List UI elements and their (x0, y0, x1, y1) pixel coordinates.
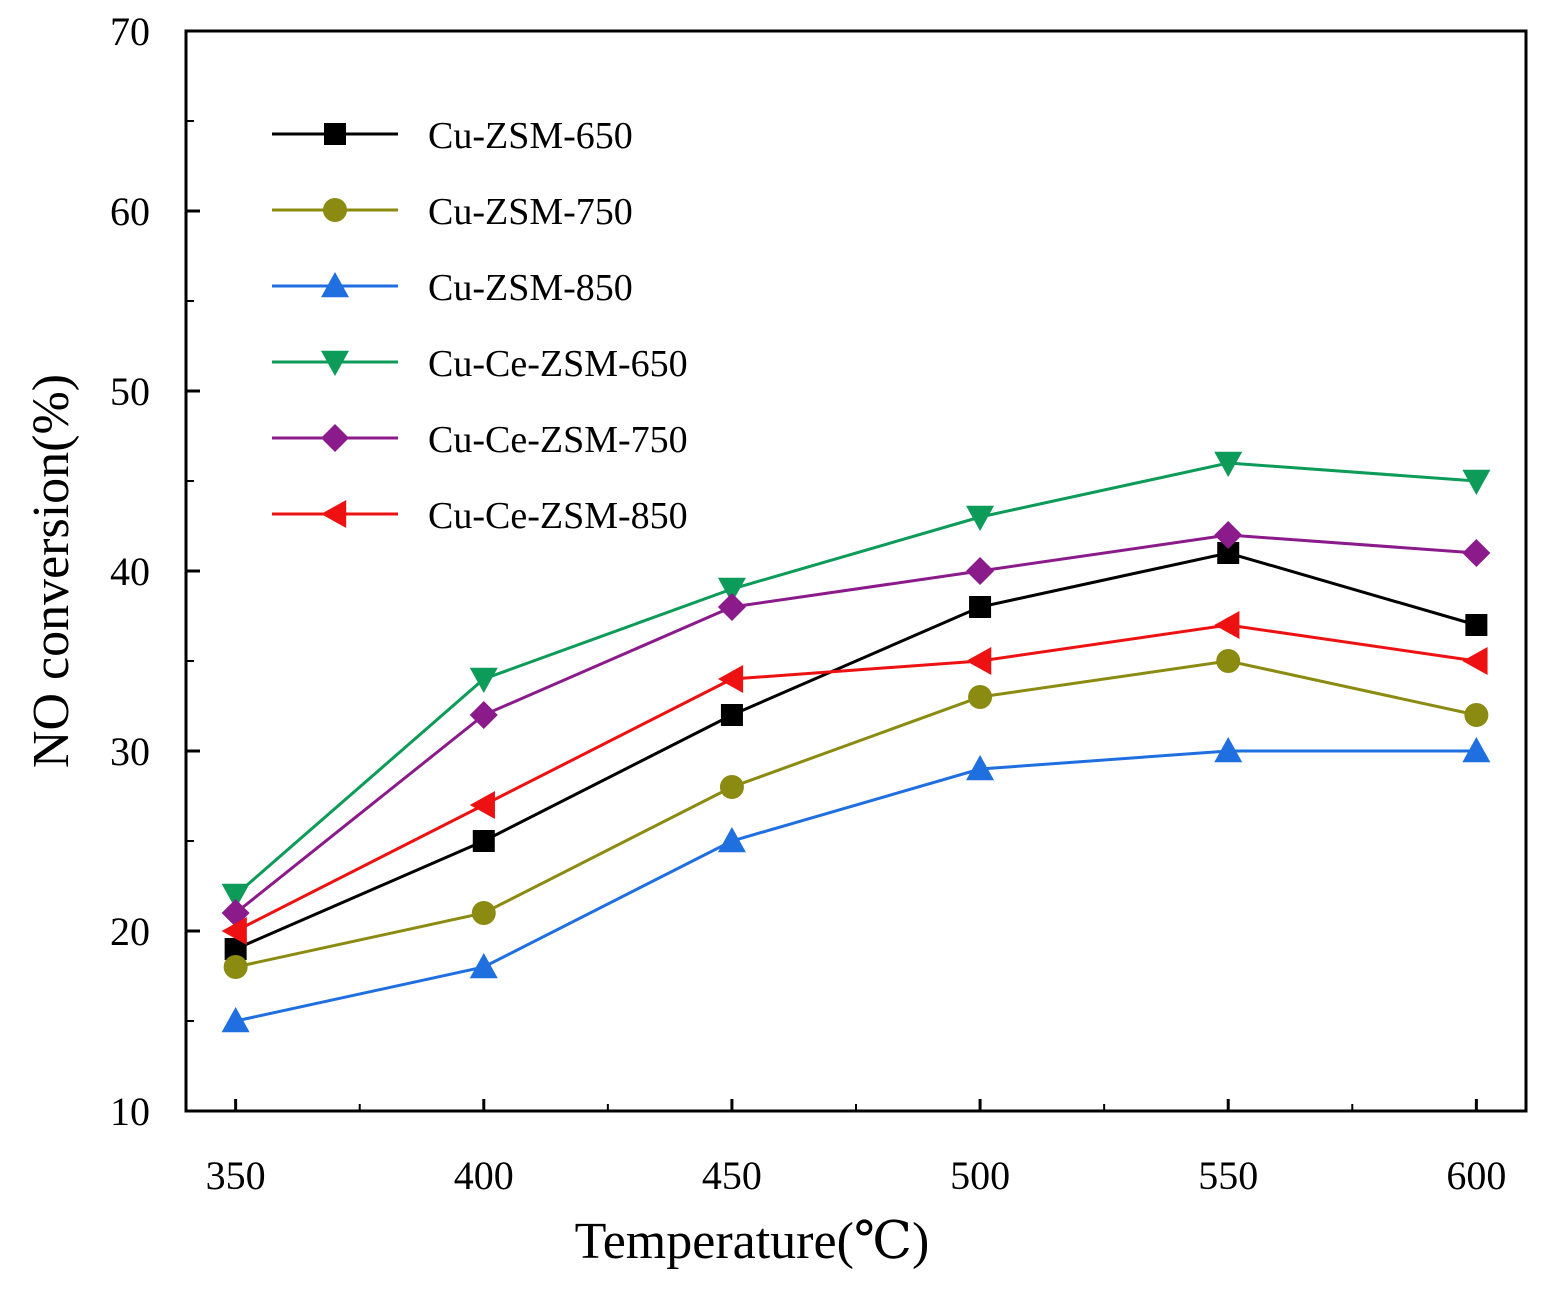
data-point (469, 701, 498, 729)
legend-marker (323, 198, 347, 222)
series-line-cu-zsm-750 (235, 659, 1477, 969)
data-point (469, 953, 498, 979)
x-tick-label: 600 (1446, 1153, 1506, 1198)
y-tick-label: 40 (110, 549, 150, 594)
data-point (1462, 539, 1491, 567)
x-tick-label: 400 (454, 1153, 514, 1198)
x-tick-label: 550 (1198, 1153, 1258, 1198)
legend-label: Cu-Ce-ZSM-850 (428, 495, 688, 537)
y-tick-label: 70 (110, 9, 150, 54)
series-line-cu-ce-zsm-750 (234, 533, 1477, 915)
data-point (966, 755, 995, 781)
y-tick-label: 20 (110, 909, 150, 954)
data-point (966, 557, 995, 585)
y-tick-label: 10 (110, 1089, 150, 1134)
legend-marker (321, 350, 349, 376)
data-point (1214, 451, 1243, 477)
data-point (1214, 521, 1243, 549)
legend-marker (321, 500, 347, 528)
data-point (472, 830, 495, 852)
data-point (1214, 611, 1240, 639)
data-point (720, 704, 743, 726)
data-point (469, 791, 495, 819)
series-line-cu-ce-zsm-850 (234, 623, 1477, 933)
y-axis: 10 20 30 40 50 60 70 (110, 9, 200, 1134)
data-point (221, 883, 250, 909)
series-line-cu-ce-zsm-650 (234, 461, 1477, 897)
series-line-cu-zsm-650 (235, 551, 1477, 951)
data-point (969, 596, 992, 618)
data-point (966, 505, 995, 531)
y-tick-label: 50 (110, 369, 150, 414)
y-tick-label: 30 (110, 729, 150, 774)
data-point (224, 938, 247, 960)
data-point (469, 667, 498, 693)
data-point (221, 917, 247, 945)
data-point (1462, 737, 1491, 763)
legend-marker (321, 272, 349, 298)
data-point (717, 827, 746, 853)
plot-frame (184, 29, 1528, 1113)
legend-label: Cu-ZSM-750 (428, 191, 633, 233)
data-point (223, 955, 248, 979)
x-tick-label: 500 (950, 1153, 1010, 1198)
legend-label: Cu-ZSM-850 (428, 267, 633, 309)
series-markers (221, 451, 1491, 1033)
data-point (966, 647, 992, 675)
y-tick-label: 60 (110, 189, 150, 234)
data-point (717, 577, 746, 603)
series-lines (234, 461, 1477, 1023)
legend-label: Cu-ZSM-650 (428, 115, 633, 157)
data-point (1216, 649, 1241, 673)
y-axis-title: NO conversion(%) (23, 374, 80, 768)
x-tick-label: 350 (206, 1153, 266, 1198)
x-axis: 350 400 450 500 550 600 (206, 1099, 1506, 1198)
legend: Cu-ZSM-650 Cu-ZSM-750 Cu-ZSM-850 Cu-Ce-ZSM-… (272, 115, 688, 537)
legend-marker (321, 424, 349, 452)
data-point (471, 901, 496, 925)
data-point (719, 775, 744, 799)
data-point (1465, 614, 1488, 636)
data-point (1462, 647, 1488, 675)
legend-label: Cu-Ce-ZSM-650 (428, 343, 688, 385)
data-point (221, 1007, 250, 1033)
data-point (1217, 542, 1240, 564)
data-point (1462, 469, 1491, 495)
x-axis-title: Temperature(℃) (575, 1213, 930, 1270)
data-point (717, 665, 744, 693)
legend-marker (324, 123, 346, 145)
data-point (717, 593, 746, 621)
legend-label: Cu-Ce-ZSM-750 (428, 419, 688, 461)
series-line-cu-zsm-850 (235, 749, 1477, 1023)
data-point (968, 685, 993, 709)
data-point (1214, 737, 1243, 763)
x-tick-label: 450 (702, 1153, 762, 1198)
data-point (1464, 703, 1489, 727)
